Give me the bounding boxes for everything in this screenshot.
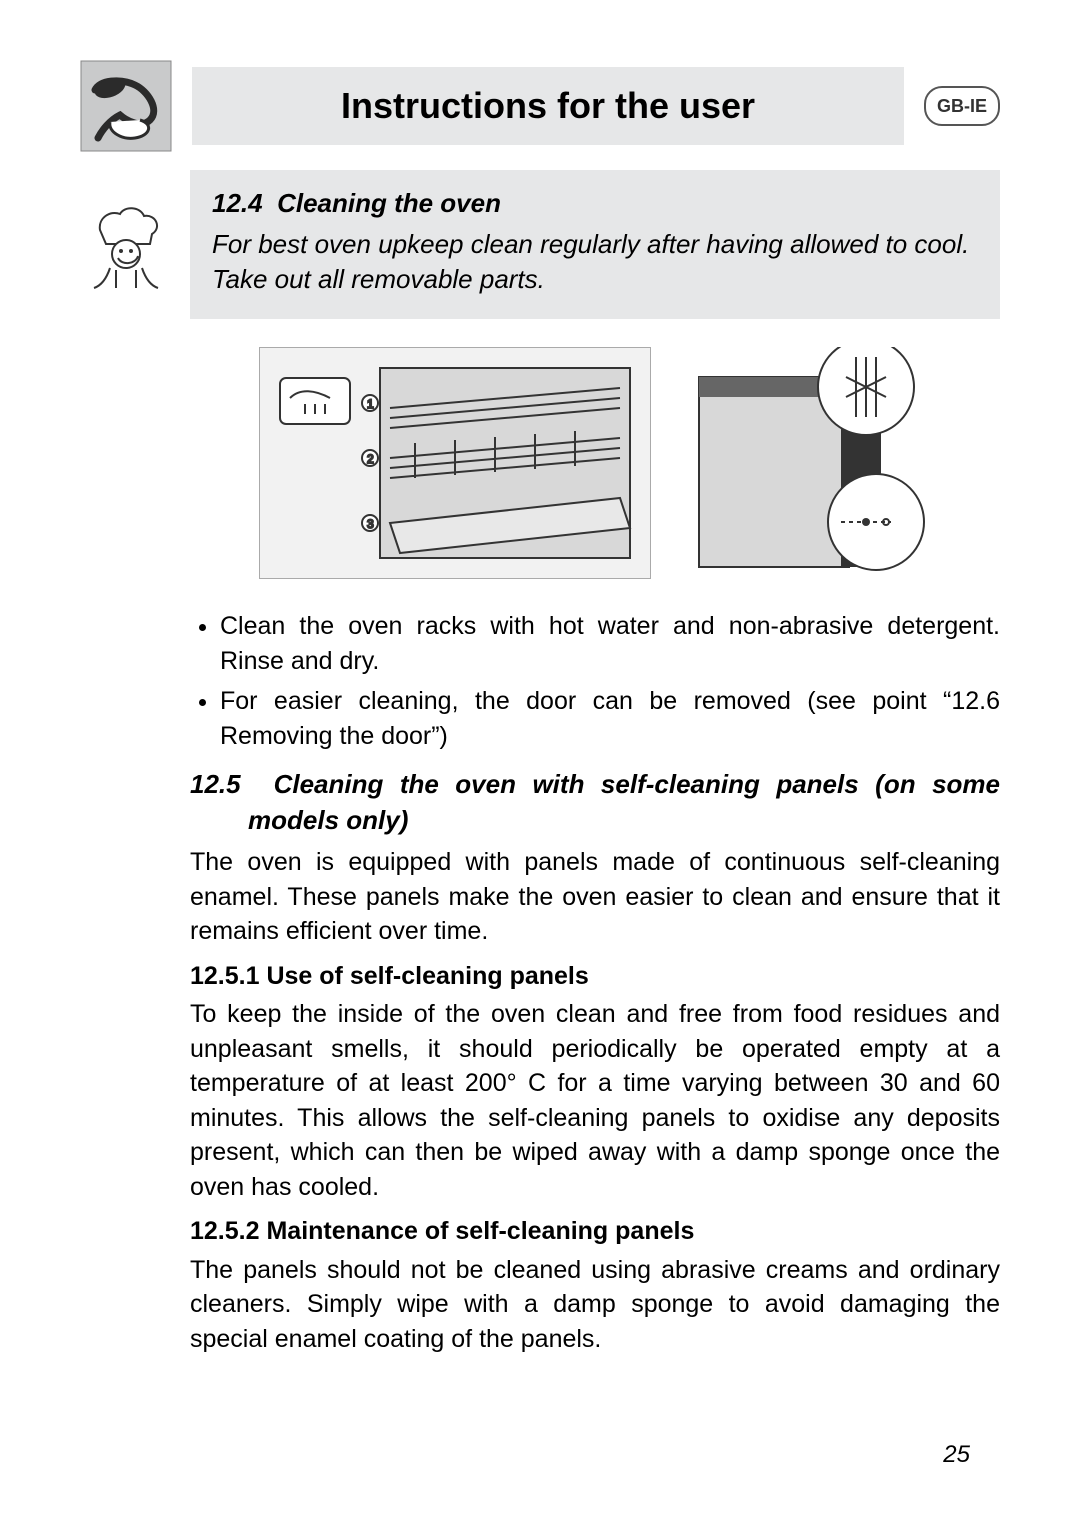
- section-12-5-2-para: The panels should not be cleaned using a…: [190, 1253, 1000, 1357]
- oven-racks-figure: 1 2 3: [259, 347, 651, 579]
- svg-text:3: 3: [367, 517, 374, 531]
- bullet-item: For easier cleaning, the door can be rem…: [220, 684, 1000, 753]
- section-12-5-2-heading: 12.5.2 Maintenance of self-cleaning pane…: [190, 1214, 1000, 1249]
- chef-icon: [80, 200, 172, 292]
- section-12-4-intro-row: 12.4 Cleaning the oven For best oven upk…: [0, 170, 1080, 319]
- subsection-title: Maintenance of self-cleaning panels: [266, 1217, 694, 1245]
- spoon-icon: [80, 60, 172, 152]
- content-column: 1 2 3: [110, 347, 1080, 1356]
- page-number: 25: [943, 1441, 970, 1469]
- page-title: Instructions for the user: [192, 67, 904, 145]
- header-row: Instructions for the user GB-IE: [0, 60, 1080, 152]
- section-title: Cleaning the oven with self-cleaning pan…: [248, 769, 1000, 835]
- subsection-number: 12.5.2: [190, 1217, 260, 1245]
- section-12-5-1-heading: 12.5.1 Use of self-cleaning panels: [190, 959, 1000, 994]
- section-12-4-heading: 12.4 Cleaning the oven: [212, 186, 978, 221]
- bullet-item: Clean the oven racks with hot water and …: [220, 609, 1000, 678]
- section-12-5-intro-para: The oven is equipped with panels made of…: [190, 845, 1000, 949]
- section-12-4-box: 12.4 Cleaning the oven For best oven upk…: [190, 170, 1000, 319]
- section-title: Cleaning the oven: [277, 188, 501, 218]
- figure-row: 1 2 3: [190, 347, 1000, 579]
- section-number: 12.4: [212, 188, 263, 218]
- subsection-title: Use of self-cleaning panels: [266, 962, 588, 990]
- svg-text:2: 2: [367, 452, 374, 466]
- section-12-4-intro-text: For best oven upkeep clean regularly aft…: [212, 227, 978, 297]
- svg-text:1: 1: [367, 397, 374, 411]
- section-12-5-heading: 12.5 Cleaning the oven with self-cleanin…: [248, 767, 1000, 839]
- oven-door-hinge-figure: [691, 347, 931, 577]
- section-12-5-1-para: To keep the inside of the oven clean and…: [190, 997, 1000, 1204]
- manual-page: Instructions for the user GB-IE 12.4 Cle…: [0, 0, 1080, 1529]
- region-badge: GB-IE: [924, 86, 1000, 126]
- section-number: 12.5: [190, 769, 241, 799]
- section-12-4-bullets: Clean the oven racks with hot water and …: [190, 609, 1000, 753]
- subsection-number: 12.5.1: [190, 962, 260, 990]
